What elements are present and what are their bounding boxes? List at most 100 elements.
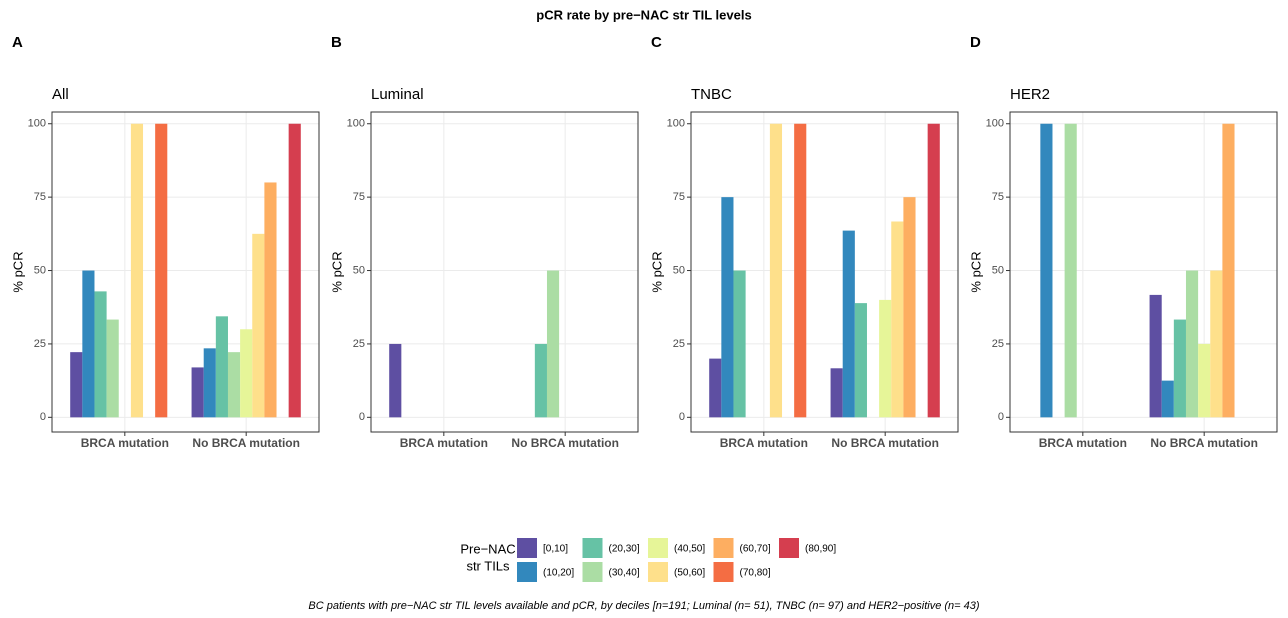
y-axis-label: % pCR [968, 251, 983, 292]
panel-title: Luminal [371, 86, 424, 103]
plot-border [51, 111, 320, 433]
legend-title: str TILs [466, 558, 510, 573]
bar [769, 123, 783, 418]
y-axis-label: % pCR [10, 251, 25, 292]
bar [903, 197, 916, 418]
bar [927, 123, 940, 418]
bar [215, 316, 228, 418]
bar [106, 319, 119, 418]
bar [842, 230, 855, 418]
y-tick-label: 25 [34, 338, 46, 350]
plot-border [370, 111, 639, 433]
legend-label: (80,90] [805, 544, 836, 555]
legend-label: (40,50] [674, 544, 705, 555]
legend-title: Pre−NAC [460, 541, 515, 556]
x-tick-label: No BRCA mutation [192, 436, 300, 450]
legend-label: (20,30] [609, 544, 640, 555]
bar [709, 358, 722, 418]
bar [1161, 380, 1174, 418]
legend-key [713, 538, 734, 558]
bar [1064, 123, 1077, 418]
x-tick-label: BRCA mutation [81, 436, 169, 450]
x-tick-label: No BRCA mutation [511, 436, 619, 450]
y-tick-label: 100 [347, 118, 365, 130]
panel-title: TNBC [691, 86, 732, 103]
figure-title: pCR rate by pre−NAC str TIL levels [536, 7, 751, 22]
x-tick-label: No BRCA mutation [1150, 436, 1258, 450]
bar [1149, 294, 1162, 418]
y-axis-label: % pCR [329, 251, 344, 292]
bar [82, 270, 95, 418]
x-tick-label: BRCA mutation [400, 436, 488, 450]
panel-label: D [970, 34, 981, 51]
bar [721, 197, 734, 418]
y-tick-label: 75 [673, 191, 685, 203]
legend-key [582, 538, 603, 558]
legend-label: (70,80] [740, 568, 771, 579]
bar [1210, 270, 1223, 418]
y-tick-label: 50 [673, 264, 685, 276]
bar [794, 123, 807, 418]
x-tick-label: No BRCA mutation [831, 436, 939, 450]
y-tick-label: 25 [673, 338, 685, 350]
panel-label: C [651, 34, 662, 51]
y-tick-label: 0 [998, 411, 1004, 423]
legend-label: (30,40] [609, 568, 640, 579]
y-tick-label: 75 [992, 191, 1004, 203]
bar [389, 343, 402, 418]
x-tick-label: BRCA mutation [1039, 436, 1127, 450]
bar [227, 352, 241, 418]
bar [1173, 319, 1186, 418]
y-tick-label: 0 [40, 411, 46, 423]
bar [1222, 123, 1235, 418]
bar [240, 329, 253, 418]
legend-key [779, 538, 799, 558]
plot-border [690, 111, 959, 433]
legend-label: (50,60] [674, 568, 705, 579]
y-tick-label: 100 [667, 118, 685, 130]
bar [733, 270, 746, 418]
bar [288, 123, 301, 418]
x-tick-label: BRCA mutation [720, 436, 808, 450]
y-tick-label: 50 [992, 264, 1004, 276]
bar [854, 303, 867, 418]
legend-label: [0,10] [543, 544, 568, 555]
bar [830, 368, 843, 418]
bar [1185, 270, 1199, 418]
y-tick-label: 25 [992, 338, 1004, 350]
y-tick-label: 25 [353, 338, 365, 350]
bar [264, 182, 277, 418]
panel-label: A [12, 34, 23, 51]
legend-key [713, 562, 734, 582]
bar [70, 352, 83, 418]
y-tick-label: 100 [28, 118, 46, 130]
bar [546, 270, 560, 418]
y-tick-label: 0 [679, 411, 685, 423]
bar [879, 299, 892, 418]
legend-key [517, 562, 537, 582]
legend-label: (10,20] [543, 568, 574, 579]
bar [94, 291, 107, 418]
plot-border [1009, 111, 1278, 433]
panel-title: All [52, 86, 69, 103]
panel-label: B [331, 34, 342, 51]
legend-key [582, 562, 603, 582]
bar [191, 367, 204, 418]
legend-key [648, 538, 668, 558]
y-tick-label: 100 [986, 118, 1004, 130]
bar [155, 123, 168, 418]
legend-key [648, 562, 668, 582]
y-tick-label: 50 [34, 264, 46, 276]
y-tick-label: 50 [353, 264, 365, 276]
bar [203, 348, 216, 418]
bar [534, 343, 547, 418]
bar [130, 123, 144, 418]
legend-label: (60,70] [740, 544, 771, 555]
y-axis-label: % pCR [649, 251, 664, 292]
bar [252, 233, 265, 418]
legend-key [517, 538, 537, 558]
y-tick-label: 75 [34, 191, 46, 203]
panel-title: HER2 [1010, 86, 1050, 103]
